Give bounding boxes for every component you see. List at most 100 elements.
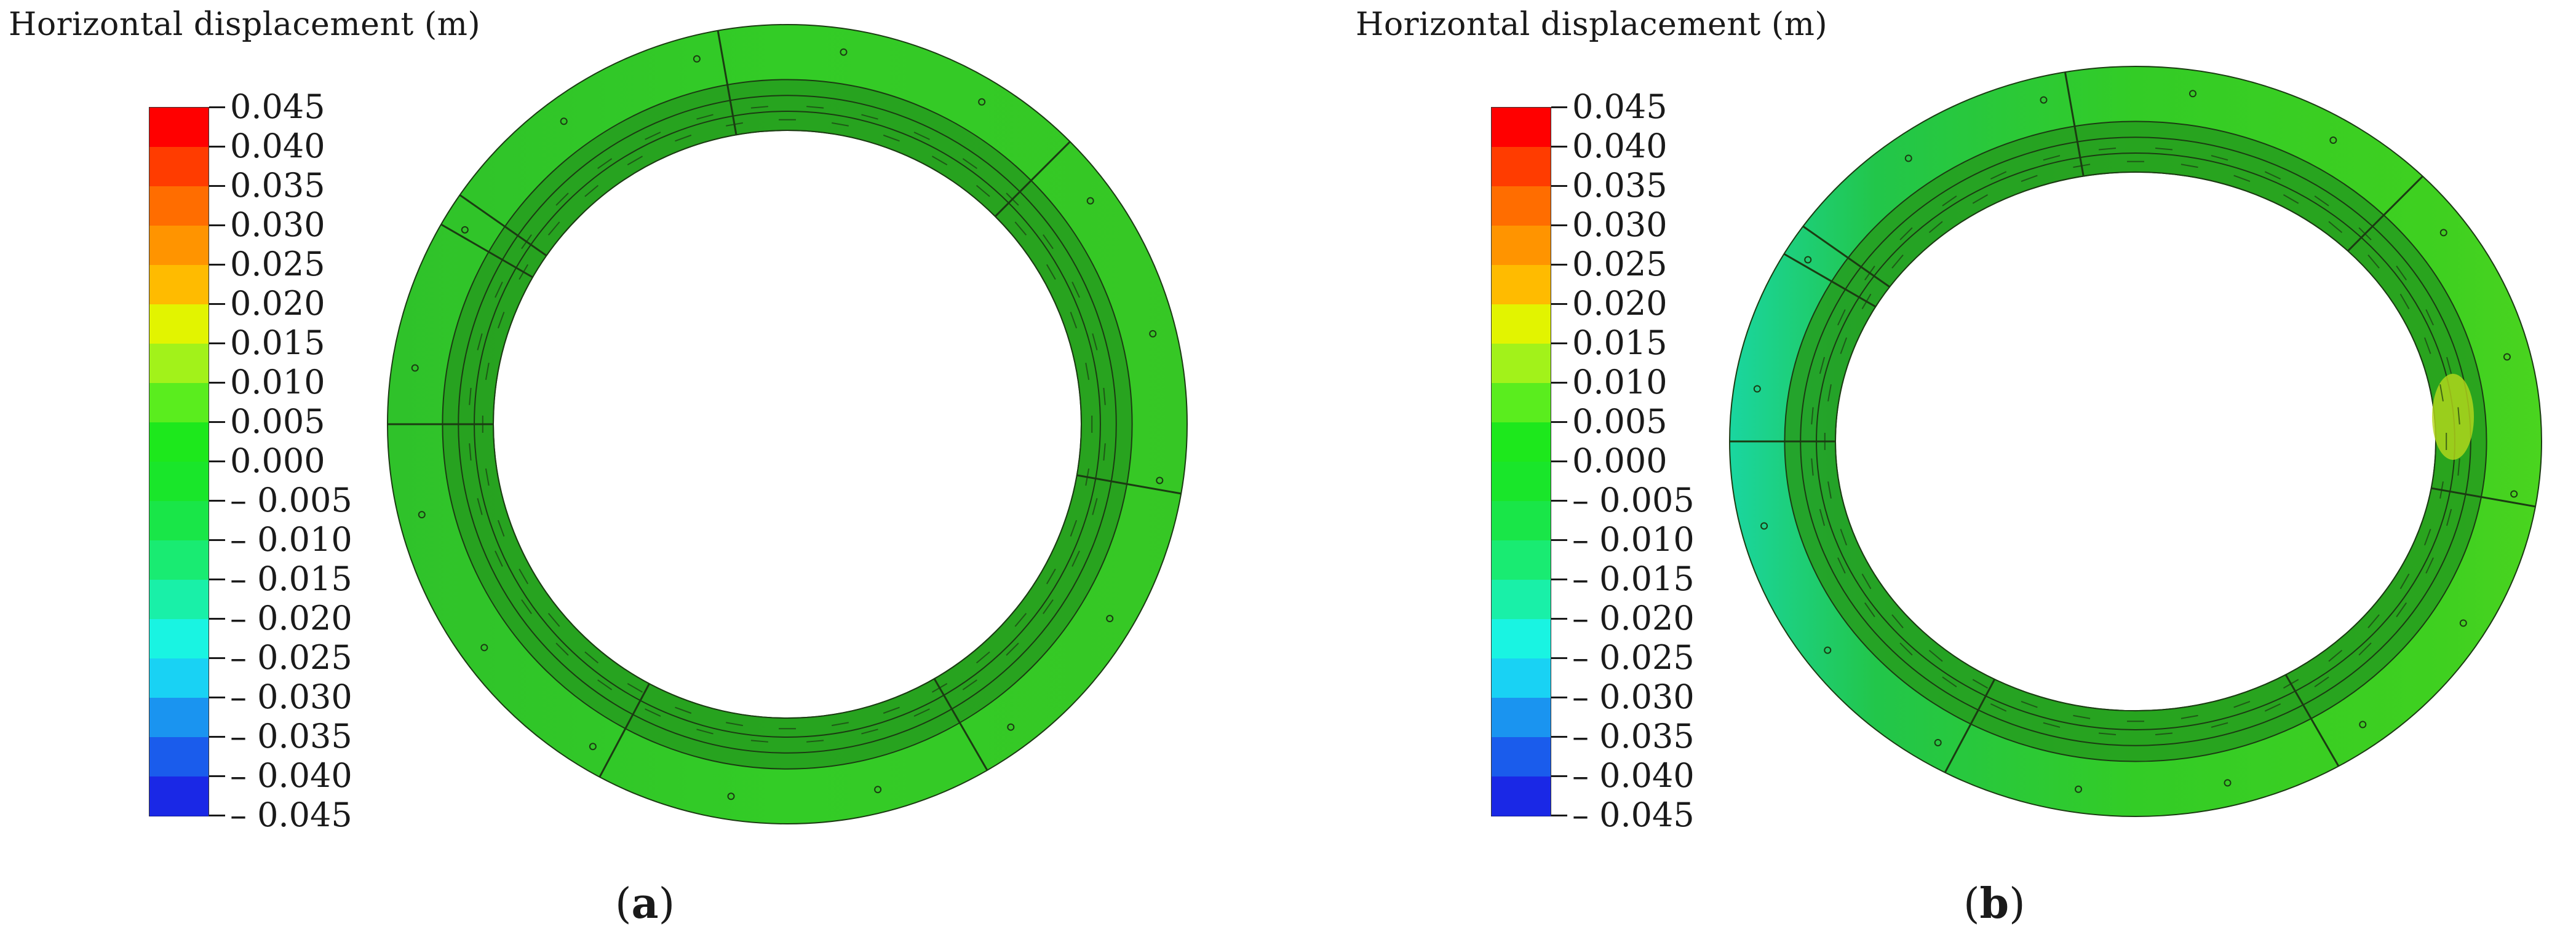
bolt-mark: [1942, 195, 1957, 207]
bolt-mark: [861, 729, 878, 735]
scale-tick-label: – 0.040: [230, 756, 352, 795]
scale-tick-label: – 0.025: [1572, 638, 1695, 677]
scale-tick-label: 0.025: [1572, 245, 1668, 283]
scale-tick-label: – 0.010: [1572, 520, 1695, 559]
grout-hole: [2329, 136, 2337, 144]
segment-joint: [440, 223, 533, 278]
bolt-mark: [2021, 175, 2038, 182]
segment-joint: [2347, 175, 2423, 252]
bolt-mark: [675, 706, 692, 714]
caption-open-paren: (: [1963, 880, 1980, 928]
bolt-mark: [2283, 194, 2299, 204]
bolt-mark: [1070, 312, 1078, 329]
scale-tick-label: 0.010: [1572, 363, 1668, 401]
bolt-mark: [2425, 557, 2434, 574]
grout-hole: [727, 792, 735, 800]
bolt-mark: [495, 282, 503, 298]
scale-tick: [1551, 815, 1567, 816]
scale-swatch: [1492, 737, 1551, 777]
scale-tick-label: – 0.015: [1572, 559, 1695, 598]
scale-tick-label: 0.035: [1572, 166, 1668, 205]
scale-tick-label: 0.030: [230, 205, 325, 244]
scale-swatch: [149, 658, 209, 698]
bolt-mark: [2073, 164, 2091, 168]
bolt-mark: [2358, 227, 2372, 240]
bolt-mark: [1006, 192, 1019, 206]
bolt-mark: [962, 679, 977, 690]
bolt-mark: [2424, 337, 2431, 354]
scale-tick: [1551, 146, 1567, 148]
scale-tick-label: – 0.040: [1572, 756, 1695, 795]
scale-tick: [1551, 421, 1567, 423]
scale-swatch: [1492, 265, 1551, 305]
bolt-mark: [2425, 309, 2434, 326]
bolt-mark: [2439, 481, 2444, 499]
caption-letter: b: [1979, 879, 2010, 928]
segment-joint: [1076, 474, 1182, 495]
bolt-mark: [2446, 357, 2452, 374]
segment-joint: [994, 141, 1071, 218]
scale-swatch: [1492, 776, 1551, 816]
bolt-mark: [2098, 148, 2117, 151]
scale-tick-label: 0.015: [230, 323, 325, 362]
scale-tick-label: 0.010: [230, 363, 325, 401]
scale-tick: [1551, 460, 1567, 462]
grout-hole: [1753, 385, 1761, 393]
scale-tick: [209, 657, 225, 659]
scale-tick: [209, 421, 225, 423]
bolt-mark: [2446, 508, 2452, 526]
grout-hole: [1824, 646, 1832, 654]
segment-joint: [598, 683, 650, 778]
segment-joint: [1783, 253, 1877, 308]
bolt-mark: [1861, 293, 1872, 310]
bolt-mark: [1899, 642, 1913, 656]
scale-swatch: [1492, 344, 1551, 384]
bolt-mark: [1928, 649, 1943, 662]
bolt-mark: [2314, 195, 2329, 207]
scale-tick-label: 0.020: [230, 284, 325, 323]
scale-swatch: [149, 540, 209, 580]
grout-hole: [1086, 197, 1094, 205]
scale-tick: [1551, 342, 1567, 344]
bolt-mark: [1827, 384, 1832, 401]
bolt-mark: [1837, 309, 1846, 326]
bolt-mark: [2233, 175, 2251, 182]
segment-joint: [2284, 674, 2340, 767]
bolt-mark: [627, 682, 643, 693]
grout-hole: [2224, 779, 2232, 787]
bolt-mark: [1092, 333, 1098, 350]
grout-hole: [560, 117, 568, 125]
scale-tick: [1551, 775, 1567, 777]
grout-hole: [978, 98, 986, 106]
color-scale: [149, 107, 209, 816]
bolt-mark: [2439, 384, 2444, 401]
grout-hole: [589, 743, 597, 751]
bolt-mark: [883, 134, 900, 142]
bolt-mark: [2180, 164, 2198, 168]
scale-tick: [209, 264, 225, 266]
bolt-mark: [2399, 573, 2410, 590]
scale-tick: [209, 579, 225, 580]
grout-hole: [2510, 490, 2518, 498]
scale-tick-label: – 0.005: [230, 481, 352, 519]
bolt-mark: [976, 184, 990, 197]
scale-tick-label: – 0.020: [1572, 599, 1695, 638]
scale-tick: [1551, 657, 1567, 659]
bolt-mark: [1043, 599, 1054, 614]
bolt-mark: [2396, 266, 2407, 281]
bolt-mark: [1928, 221, 1943, 234]
bolt-mark: [477, 498, 483, 515]
caption-close-paren: ): [2009, 880, 2025, 928]
bolt-mark: [469, 443, 472, 461]
scale-swatch: [149, 462, 209, 502]
bolt-mark: [1085, 363, 1090, 380]
scale-tick: [1551, 697, 1567, 698]
grout-hole: [411, 364, 419, 372]
scale-swatch: [1492, 501, 1551, 541]
bolt-mark: [1990, 171, 2007, 180]
scale-tick: [209, 382, 225, 384]
bolt-mark: [806, 106, 824, 109]
bolt-mark: [1014, 612, 1027, 627]
bolt-mark: [2155, 732, 2173, 735]
bolt-mark: [1990, 703, 2007, 712]
